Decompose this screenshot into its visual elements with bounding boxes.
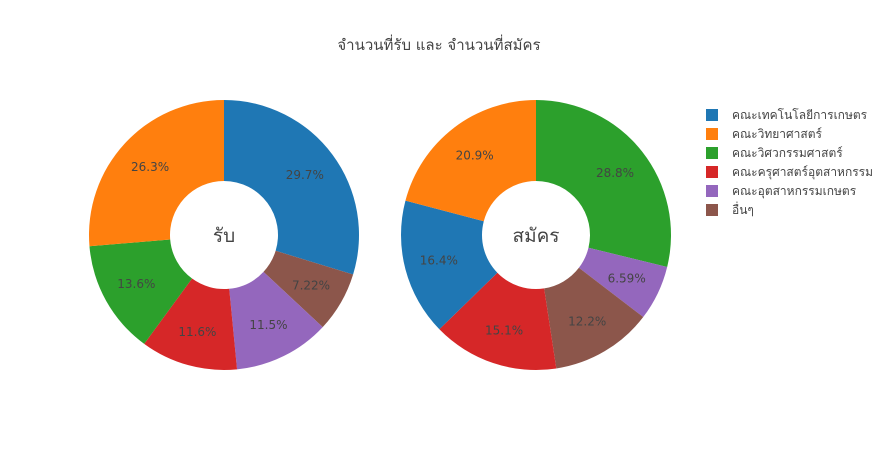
- legend-item[interactable]: คณะเทคโนโลยีการเกษตร: [706, 108, 868, 122]
- slice-label: 12.2%: [568, 314, 606, 328]
- slice-label: 15.1%: [485, 323, 523, 337]
- legend-label: คณะวิศวกรรมศาสตร์: [732, 146, 843, 160]
- slice-label: 26.3%: [131, 160, 169, 174]
- slice[interactable]: [263, 250, 354, 328]
- legend-item[interactable]: อื่นๆ: [706, 201, 754, 217]
- legend-swatch: [706, 109, 718, 121]
- legend-item[interactable]: คณะครุศาสตร์อุตสาหกรรม: [706, 165, 873, 180]
- slice[interactable]: [144, 278, 238, 370]
- slice[interactable]: [544, 267, 644, 369]
- slice-label: 11.5%: [249, 318, 287, 332]
- legend-swatch: [706, 147, 718, 159]
- slice[interactable]: [405, 100, 536, 222]
- legend-swatch: [706, 128, 718, 140]
- legend-item[interactable]: คณะวิศวกรรมศาสตร์: [706, 146, 843, 160]
- legend-label: คณะเทคโนโลยีการเกษตร: [732, 108, 868, 122]
- slice-label: 20.9%: [456, 148, 494, 162]
- pies: 29.7% 7.22% 11.5% 11.6% 13.6% 26.3% รับ 28.8% 6.…: [88, 100, 671, 370]
- slice[interactable]: [578, 247, 668, 318]
- legend-label: อื่นๆ: [732, 201, 754, 217]
- slice[interactable]: [439, 272, 557, 370]
- slice[interactable]: [224, 100, 359, 275]
- slice[interactable]: [401, 200, 498, 330]
- legend-swatch: [706, 204, 718, 216]
- slice-label: 13.6%: [117, 277, 155, 291]
- chart-title: จำนวนที่รับ และ จำนวนที่สมัคร: [337, 34, 540, 54]
- slice-label: 28.8%: [596, 166, 634, 180]
- slice-label: 16.4%: [420, 254, 458, 268]
- slice[interactable]: [229, 271, 323, 370]
- slice-label: 29.7%: [286, 168, 324, 182]
- legend-label: คณะอุตสาหกรรมเกษตร: [732, 184, 857, 199]
- donut-2: 28.8% 6.59% 12.2% 15.1% 16.4% 20.9% สมัคร: [401, 100, 671, 370]
- slice[interactable]: [89, 239, 193, 344]
- legend-swatch: [706, 166, 718, 178]
- legend-item[interactable]: คณะอุตสาหกรรมเกษตร: [706, 184, 857, 199]
- donut-1: 29.7% 7.22% 11.5% 11.6% 13.6% 26.3% รับ: [88, 100, 359, 370]
- slice-label: 6.59%: [608, 271, 646, 285]
- slice[interactable]: [88, 100, 224, 247]
- legend-label: คณะครุศาสตร์อุตสาหกรรม: [732, 165, 873, 180]
- slice[interactable]: [536, 100, 671, 267]
- slice-label: 11.6%: [178, 325, 216, 339]
- legend-label: คณะวิทยาศาสตร์: [732, 127, 822, 141]
- legend-item[interactable]: คณะวิทยาศาสตร์: [706, 127, 822, 141]
- legend[interactable]: คณะเทคโนโลยีการเกษตรคณะวิทยาศาสตร์คณะวิศ…: [706, 108, 873, 217]
- slice-label: 7.22%: [292, 278, 330, 292]
- donut-center-label: สมัคร: [512, 225, 559, 247]
- legend-swatch: [706, 185, 718, 197]
- donut-center-label: รับ: [213, 225, 235, 247]
